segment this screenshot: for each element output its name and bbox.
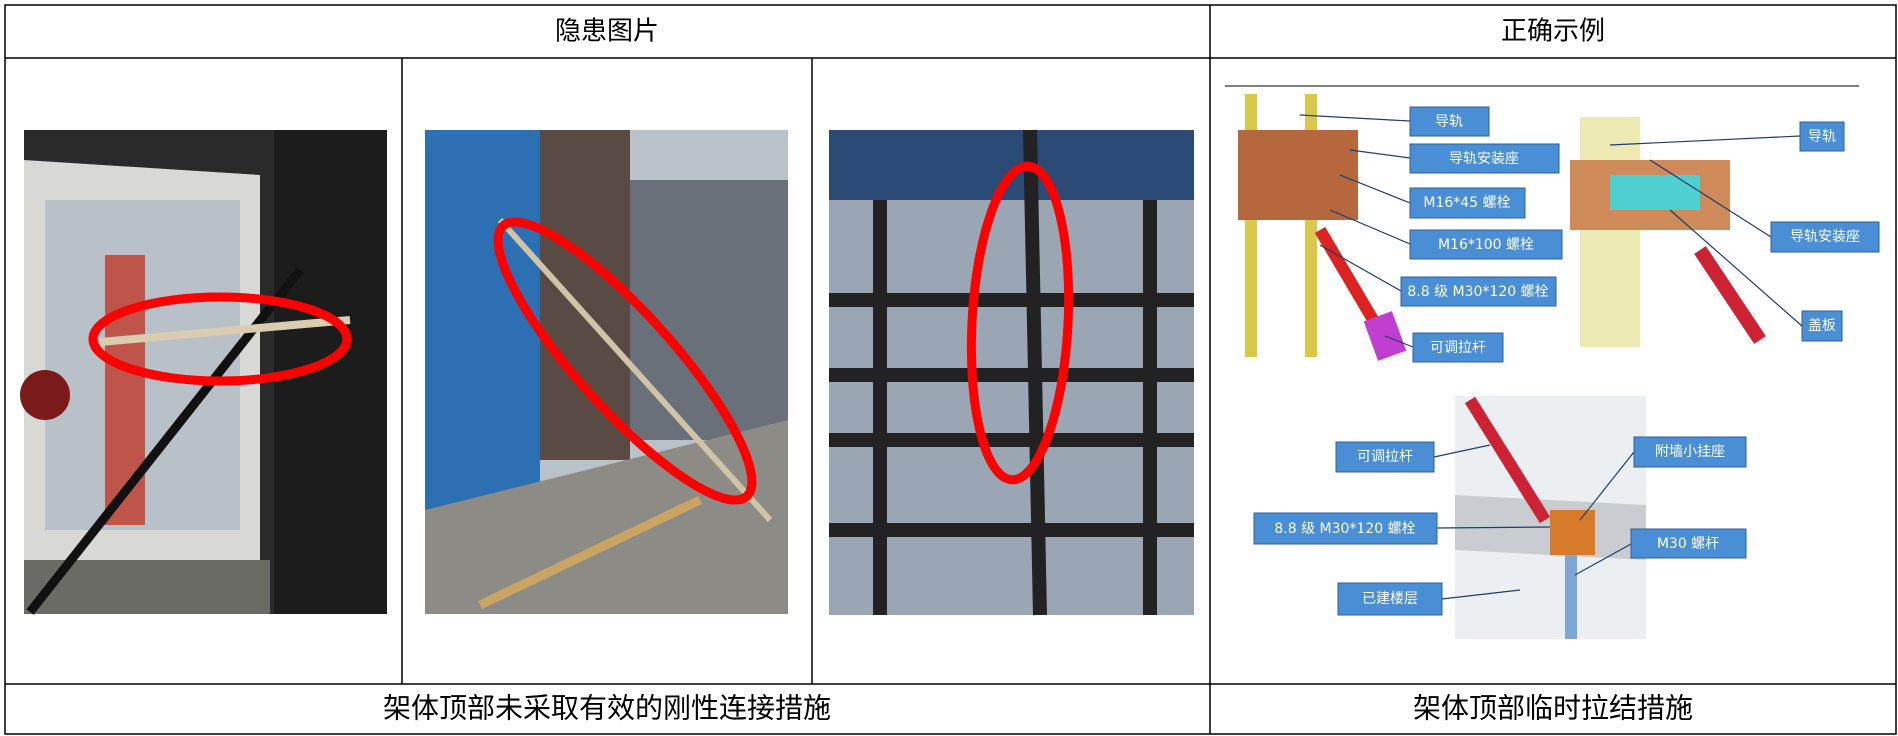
diagram-label: 8.8 级 M30*120 螺栓 — [1274, 521, 1415, 537]
diagram-label: 可调拉杆 — [1430, 340, 1486, 356]
diagram-label: M16*100 螺栓 — [1438, 237, 1534, 253]
photo — [20, 130, 387, 615]
diagram-label: M16*45 螺栓 — [1423, 195, 1510, 211]
diagram-label: 已建楼层 — [1362, 591, 1418, 607]
diagram — [1238, 94, 1766, 639]
diagram-label: 导轨安装座 — [1449, 151, 1519, 167]
diagram-label: 导轨 — [1435, 114, 1463, 130]
diagram-labels: 导轨 导轨安装座 M16*45 螺栓 M16*100 螺栓 8.8 级 M30*… — [1253, 106, 1880, 616]
photo — [425, 130, 788, 614]
caption: 架体顶部未采取有效的刚性连接措施 — [383, 692, 831, 725]
diagram-label: 导轨安装座 — [1790, 229, 1860, 245]
diagram-label: M30 螺杆 — [1657, 536, 1719, 552]
caption: 架体顶部临时拉结措施 — [1413, 692, 1693, 725]
photo — [829, 129, 1194, 616]
header-cell: 隐患图片 — [555, 17, 659, 47]
diagram-label: 可调拉杆 — [1357, 449, 1413, 465]
diagram-label: 导轨 — [1808, 129, 1836, 145]
diagram-label: 盖板 — [1808, 318, 1836, 334]
header-cell: 正确示例 — [1501, 17, 1605, 47]
diagram-label: 附墙小挂座 — [1655, 444, 1725, 460]
diagram-label: 8.8 级 M30*120 螺栓 — [1407, 284, 1548, 300]
leader-lines — [1299, 114, 1803, 600]
table-grid — [4, 4, 1897, 735]
